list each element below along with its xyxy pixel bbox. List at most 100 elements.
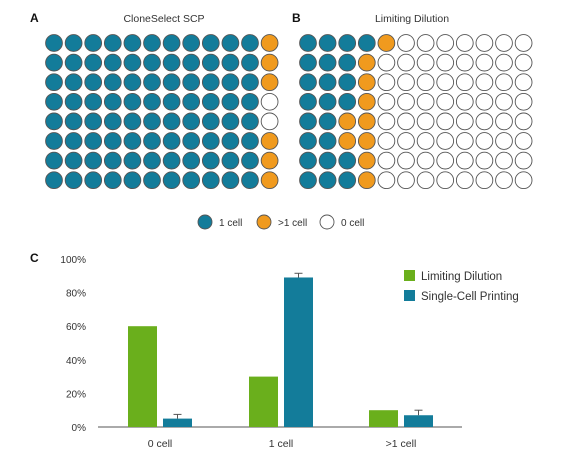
well-one-cell xyxy=(103,53,122,72)
well-empty xyxy=(397,92,415,111)
well-empty xyxy=(495,34,513,52)
y-tick-label: 40% xyxy=(66,356,86,367)
well-one-cell xyxy=(201,34,220,52)
well-one-cell xyxy=(162,132,181,150)
well-empty xyxy=(514,171,533,190)
well-one-cell xyxy=(84,132,103,150)
well-one-cell xyxy=(84,151,103,170)
well-one-cell xyxy=(357,34,376,52)
well-one-cell xyxy=(64,112,83,131)
well-empty xyxy=(495,112,513,131)
well-one-cell xyxy=(221,34,240,52)
well-one-cell xyxy=(338,34,357,52)
well-multi-cell xyxy=(357,171,376,190)
well-one-cell xyxy=(241,112,259,131)
well-multi-cell xyxy=(260,171,279,190)
bar-single-cell-printing xyxy=(163,418,192,427)
well-one-cell xyxy=(241,92,259,111)
plate-a xyxy=(45,34,279,190)
well-empty xyxy=(475,171,494,190)
well-one-cell xyxy=(299,132,317,150)
well-one-cell xyxy=(299,34,317,52)
well-one-cell xyxy=(318,132,337,150)
well-empty xyxy=(397,132,415,150)
well-one-cell xyxy=(162,53,181,72)
well-one-cell xyxy=(338,92,357,111)
legend-zero-cell-label: 0 cell xyxy=(341,218,364,229)
well-one-cell xyxy=(241,73,259,92)
well-multi-cell xyxy=(260,53,279,72)
well-empty xyxy=(397,34,415,52)
well-one-cell xyxy=(201,53,220,72)
well-one-cell xyxy=(221,112,240,131)
well-empty xyxy=(436,132,455,150)
bar-limiting-dilution xyxy=(128,326,157,427)
well-one-cell xyxy=(162,112,181,131)
well-empty xyxy=(377,171,396,190)
well-one-cell xyxy=(299,171,317,190)
well-empty xyxy=(475,112,494,131)
legend-multi-cell-swatch xyxy=(256,214,272,230)
well-one-cell xyxy=(318,53,337,72)
well-one-cell xyxy=(45,112,63,131)
well-empty xyxy=(416,73,435,92)
well-one-cell xyxy=(318,171,337,190)
well-one-cell xyxy=(318,92,337,111)
well-one-cell xyxy=(162,92,181,111)
well-empty xyxy=(416,112,435,131)
well-empty xyxy=(397,73,415,92)
well-one-cell xyxy=(45,132,63,150)
panel-c-letter: C xyxy=(30,251,39,265)
well-one-cell xyxy=(123,171,142,190)
well-one-cell xyxy=(299,53,317,72)
well-one-cell xyxy=(143,53,161,72)
well-empty xyxy=(514,34,533,52)
well-one-cell xyxy=(84,112,103,131)
well-one-cell xyxy=(221,73,240,92)
well-empty xyxy=(475,132,494,150)
well-one-cell xyxy=(84,34,103,52)
well-empty xyxy=(397,112,415,131)
legend-label: Limiting Dilution xyxy=(421,271,502,283)
well-one-cell xyxy=(221,92,240,111)
legend-swatch-limiting-dilution xyxy=(404,270,415,281)
well-empty xyxy=(416,171,435,190)
well-empty xyxy=(416,92,435,111)
well-one-cell xyxy=(45,92,63,111)
well-empty xyxy=(436,53,455,72)
well-empty xyxy=(514,73,533,92)
legend-one-cell-swatch xyxy=(197,214,213,230)
well-empty xyxy=(455,92,474,111)
well-one-cell xyxy=(201,151,220,170)
well-one-cell xyxy=(338,171,357,190)
well-empty xyxy=(377,53,396,72)
well-one-cell xyxy=(123,73,142,92)
well-empty xyxy=(495,171,513,190)
well-one-cell xyxy=(318,151,337,170)
well-one-cell xyxy=(241,34,259,52)
well-empty xyxy=(416,132,435,150)
well-one-cell xyxy=(143,132,161,150)
well-empty xyxy=(455,132,474,150)
well-one-cell xyxy=(201,112,220,131)
well-empty xyxy=(436,171,455,190)
well-one-cell xyxy=(64,53,83,72)
well-empty xyxy=(495,53,513,72)
well-one-cell xyxy=(64,73,83,92)
well-one-cell xyxy=(103,92,122,111)
well-empty xyxy=(514,151,533,170)
bar-single-cell-printing xyxy=(404,415,433,427)
well-one-cell xyxy=(64,171,83,190)
well-empty xyxy=(455,53,474,72)
well-multi-cell xyxy=(357,112,376,131)
well-one-cell xyxy=(143,171,161,190)
error-bar xyxy=(294,272,303,278)
well-empty xyxy=(455,151,474,170)
well-empty xyxy=(416,34,435,52)
plate-b xyxy=(299,34,533,190)
well-one-cell xyxy=(221,171,240,190)
well-one-cell xyxy=(64,34,83,52)
well-one-cell xyxy=(182,171,201,190)
y-tick-label: 100% xyxy=(60,255,86,266)
